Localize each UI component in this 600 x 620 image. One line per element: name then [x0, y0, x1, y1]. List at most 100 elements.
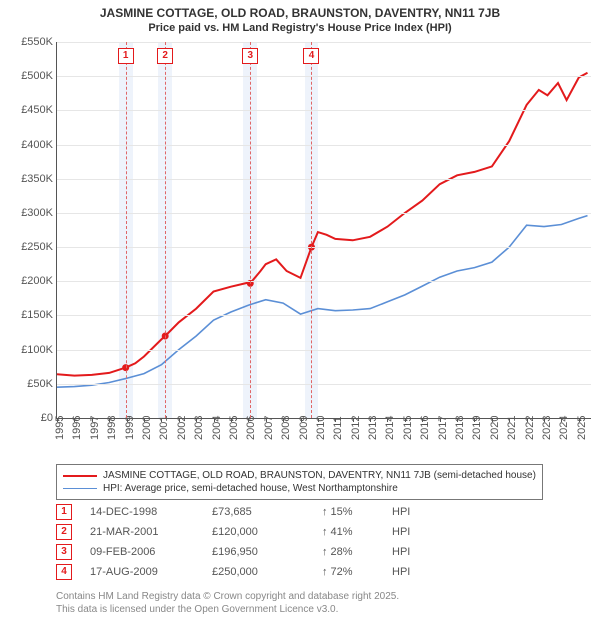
- legend-swatch-property: [63, 475, 97, 477]
- x-tick-label: 2015: [402, 416, 414, 440]
- gridline: [57, 384, 591, 385]
- x-tick-label: 2014: [384, 416, 396, 440]
- gridline: [57, 179, 591, 180]
- gridline: [57, 213, 591, 214]
- x-tick: [474, 418, 475, 422]
- chart-container: JASMINE COTTAGE, OLD ROAD, BRAUNSTON, DA…: [0, 0, 600, 620]
- plot-area: £0£50K£100K£150K£200K£250K£300K£350K£400…: [56, 42, 591, 419]
- x-tick-label: 2002: [176, 416, 188, 440]
- y-tick-label: £450K: [9, 104, 53, 116]
- x-tick-label: 2013: [367, 416, 379, 440]
- x-tick-label: 2005: [228, 416, 240, 440]
- x-tick-label: 1997: [89, 416, 101, 440]
- marker-box: 3: [242, 48, 258, 64]
- x-tick-label: 2006: [245, 416, 257, 440]
- x-tick-label: 2009: [298, 416, 310, 440]
- x-tick: [109, 418, 110, 422]
- x-tick-label: 2007: [263, 416, 275, 440]
- x-tick-label: 2022: [524, 416, 536, 440]
- x-tick: [266, 418, 267, 422]
- x-tick: [301, 418, 302, 422]
- y-tick-label: £150K: [9, 309, 53, 321]
- x-tick: [457, 418, 458, 422]
- transaction-row: 114-DEC-1998£73,68515%HPI: [56, 504, 410, 520]
- x-tick-label: 2025: [576, 416, 588, 440]
- x-tick: [405, 418, 406, 422]
- x-tick-label: 1995: [54, 416, 66, 440]
- x-tick: [318, 418, 319, 422]
- x-tick-label: 2021: [506, 416, 518, 440]
- x-tick-label: 2024: [558, 416, 570, 440]
- x-tick: [92, 418, 93, 422]
- x-tick-label: 1998: [106, 416, 118, 440]
- y-tick-label: £500K: [9, 70, 53, 82]
- transaction-price: £120,000: [212, 526, 322, 538]
- transaction-row: 221-MAR-2001£120,00041%HPI: [56, 524, 410, 540]
- y-tick-label: £350K: [9, 173, 53, 185]
- x-tick: [492, 418, 493, 422]
- x-tick: [579, 418, 580, 422]
- chart-subtitle: Price paid vs. HM Land Registry's House …: [0, 20, 600, 34]
- marker-box: 2: [157, 48, 173, 64]
- y-tick-label: £250K: [9, 241, 53, 253]
- transaction-marker: 4: [56, 564, 72, 580]
- x-tick: [544, 418, 545, 422]
- transaction-row: 309-FEB-2006£196,95028%HPI: [56, 544, 410, 560]
- x-tick: [231, 418, 232, 422]
- gridline: [57, 76, 591, 77]
- gridline: [57, 145, 591, 146]
- x-tick-label: 2016: [419, 416, 431, 440]
- x-tick-label: 2010: [315, 416, 327, 440]
- transaction-marker: 1: [56, 504, 72, 520]
- transaction-note: HPI: [392, 566, 410, 578]
- legend: JASMINE COTTAGE, OLD ROAD, BRAUNSTON, DA…: [56, 464, 543, 500]
- x-tick: [214, 418, 215, 422]
- x-tick: [335, 418, 336, 422]
- transaction-date: 14-DEC-1998: [90, 506, 212, 518]
- y-tick-label: £0: [9, 412, 53, 424]
- x-tick: [127, 418, 128, 422]
- legend-label-hpi: HPI: Average price, semi-detached house,…: [103, 483, 398, 494]
- gridline: [57, 247, 591, 248]
- sale-dash: [311, 42, 312, 418]
- y-tick-label: £400K: [9, 139, 53, 151]
- legend-row-property: JASMINE COTTAGE, OLD ROAD, BRAUNSTON, DA…: [63, 469, 536, 482]
- gridline: [57, 110, 591, 111]
- sale-dash: [126, 42, 127, 418]
- transaction-price: £250,000: [212, 566, 322, 578]
- series-line: [57, 73, 588, 376]
- x-tick: [161, 418, 162, 422]
- x-tick-label: 2023: [541, 416, 553, 440]
- x-tick: [422, 418, 423, 422]
- transaction-date: 21-MAR-2001: [90, 526, 212, 538]
- transaction-marker: 3: [56, 544, 72, 560]
- attrib-line-1: Contains HM Land Registry data © Crown c…: [56, 590, 399, 603]
- x-tick-label: 2001: [158, 416, 170, 440]
- x-tick: [248, 418, 249, 422]
- attrib-line-2: This data is licensed under the Open Gov…: [56, 603, 399, 616]
- x-tick-label: 2019: [471, 416, 483, 440]
- transaction-note: HPI: [392, 546, 410, 558]
- transaction-date: 17-AUG-2009: [90, 566, 212, 578]
- transaction-note: HPI: [392, 526, 410, 538]
- x-tick: [387, 418, 388, 422]
- transaction-price: £73,685: [212, 506, 322, 518]
- y-tick-label: £200K: [9, 275, 53, 287]
- x-tick: [440, 418, 441, 422]
- line-svg: [57, 42, 591, 418]
- gridline: [57, 42, 591, 43]
- x-tick: [196, 418, 197, 422]
- transaction-note: HPI: [392, 506, 410, 518]
- marker-box: 4: [303, 48, 319, 64]
- x-tick: [370, 418, 371, 422]
- y-tick-label: £50K: [9, 378, 53, 390]
- transaction-delta: 28%: [322, 546, 392, 558]
- transaction-delta: 72%: [322, 566, 392, 578]
- x-tick: [74, 418, 75, 422]
- x-tick: [57, 418, 58, 422]
- x-tick-label: 2017: [437, 416, 449, 440]
- gridline: [57, 350, 591, 351]
- legend-row-hpi: HPI: Average price, semi-detached house,…: [63, 482, 536, 495]
- gridline: [57, 315, 591, 316]
- sale-dash: [165, 42, 166, 418]
